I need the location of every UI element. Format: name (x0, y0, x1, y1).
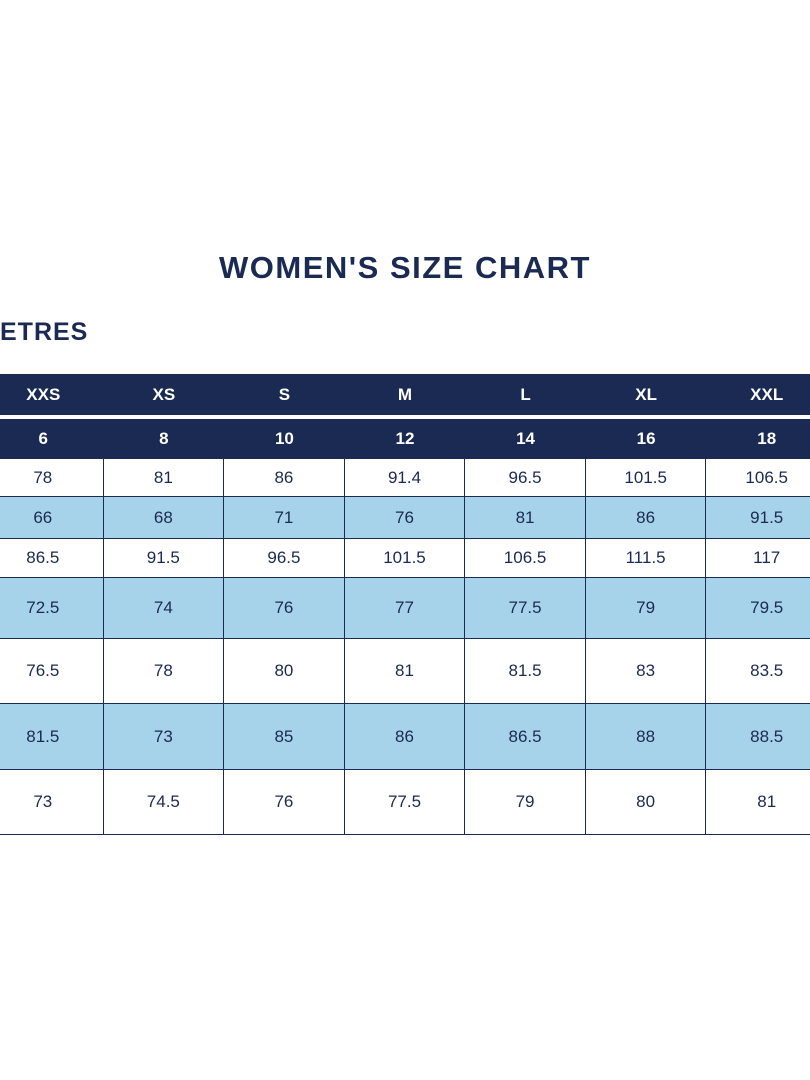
table-row: 73 74.5 76 77.5 79 80 81 (0, 769, 810, 834)
table-cell: 81 (465, 497, 586, 538)
table-cell: 101.5 (586, 459, 707, 496)
table-cell: 71 (224, 497, 345, 538)
header-cell: L (520, 384, 531, 404)
table-cell: 76 (345, 497, 466, 538)
header-cell: 16 (636, 428, 656, 448)
table-row: 76.5 78 80 81 81.5 83 83.5 (0, 638, 810, 703)
table-cell: 117 (753, 548, 781, 567)
table-cell: 86 (224, 459, 345, 496)
table-cell: 74 (104, 578, 225, 638)
numeric-header-row: 6 8 10 12 14 16 18 (0, 419, 810, 458)
header-cell: 12 (395, 428, 415, 448)
table-cell: 76.5 (0, 639, 104, 703)
table-cell: 83.5 (750, 661, 784, 680)
table-cell: 68 (104, 497, 225, 538)
table-cell: 73 (104, 704, 225, 769)
table-cell: 86 (586, 497, 707, 538)
table-cell: 66 (0, 497, 104, 538)
table-cell: 79 (465, 770, 586, 834)
size-chart-table: XXS XS S M L XL XXL 6 8 10 12 14 16 18 78 81 86 91.4 96.… (0, 374, 810, 835)
header-cell: XXS (26, 384, 61, 404)
table-cell: 81.5 (0, 704, 104, 769)
table-cell: 77.5 (345, 770, 466, 834)
size-header-row: XXS XS S M L XL XXL (0, 374, 810, 415)
table-cell: 81 (104, 459, 225, 496)
table-cell: 101.5 (345, 539, 466, 577)
header-cell: M (397, 384, 413, 404)
header-cell: S (278, 384, 291, 404)
header-divider (0, 415, 810, 419)
table-cell: 77.5 (465, 578, 586, 638)
table-cell: 86.5 (0, 539, 104, 577)
table-cell: 86 (345, 704, 466, 769)
table-row: 72.5 74 76 77 77.5 79 79.5 (0, 577, 810, 638)
header-cell: 6 (38, 428, 49, 448)
table-cell: 78 (104, 639, 225, 703)
table-cell: 73 (0, 770, 104, 834)
table-cell: 88.5 (750, 726, 784, 746)
header-cell: 8 (159, 428, 169, 448)
table-cell: 86.5 (465, 704, 586, 769)
header-cell: XXL (750, 384, 784, 404)
table-cell: 81.5 (465, 639, 586, 703)
table-cell: 81 (757, 792, 777, 811)
table-cell: 79 (586, 578, 707, 638)
header-cell: 10 (274, 428, 294, 448)
table-cell: 80 (586, 770, 707, 834)
table-cell: 96.5 (465, 459, 586, 496)
table-cell: 88 (586, 704, 707, 769)
header-cell: XS (152, 384, 176, 404)
table-body: 78 81 86 91.4 96.5 101.5 106.5 66 68 71 76 81 86 91.5… (0, 458, 810, 835)
table-row: 86.5 91.5 96.5 101.5 106.5 111.5 117 (0, 538, 810, 577)
header-cell: XL (635, 384, 657, 404)
table-cell: 96.5 (224, 539, 345, 577)
table-row: 81.5 73 85 86 86.5 88 88.5 (0, 703, 810, 769)
table-cell: 106.5 (465, 539, 586, 577)
units-label: ETRES (0, 318, 89, 346)
table-cell: 91.5 (104, 539, 225, 577)
table-cell: 72.5 (0, 578, 104, 638)
page-title: WOMEN'S SIZE CHART (219, 250, 591, 285)
header-cell: 14 (516, 428, 536, 448)
table-cell: 81 (345, 639, 466, 703)
table-cell: 77 (345, 578, 466, 638)
table-cell: 83 (586, 639, 707, 703)
table-cell: 91.4 (345, 459, 466, 496)
table-cell: 74.5 (104, 770, 225, 834)
table-row: 66 68 71 76 81 86 91.5 (0, 496, 810, 538)
table-cell: 76 (224, 770, 345, 834)
table-cell: 79.5 (750, 598, 784, 617)
table-cell: 78 (0, 459, 104, 496)
table-row: 78 81 86 91.4 96.5 101.5 106.5 (0, 458, 810, 496)
table-cell: 85 (224, 704, 345, 769)
table-cell: 80 (224, 639, 345, 703)
table-cell: 111.5 (586, 539, 707, 577)
table-cell: 106.5 (745, 467, 788, 487)
table-cell: 76 (224, 578, 345, 638)
table-cell: 91.5 (750, 507, 784, 527)
header-cell: 18 (757, 428, 777, 448)
